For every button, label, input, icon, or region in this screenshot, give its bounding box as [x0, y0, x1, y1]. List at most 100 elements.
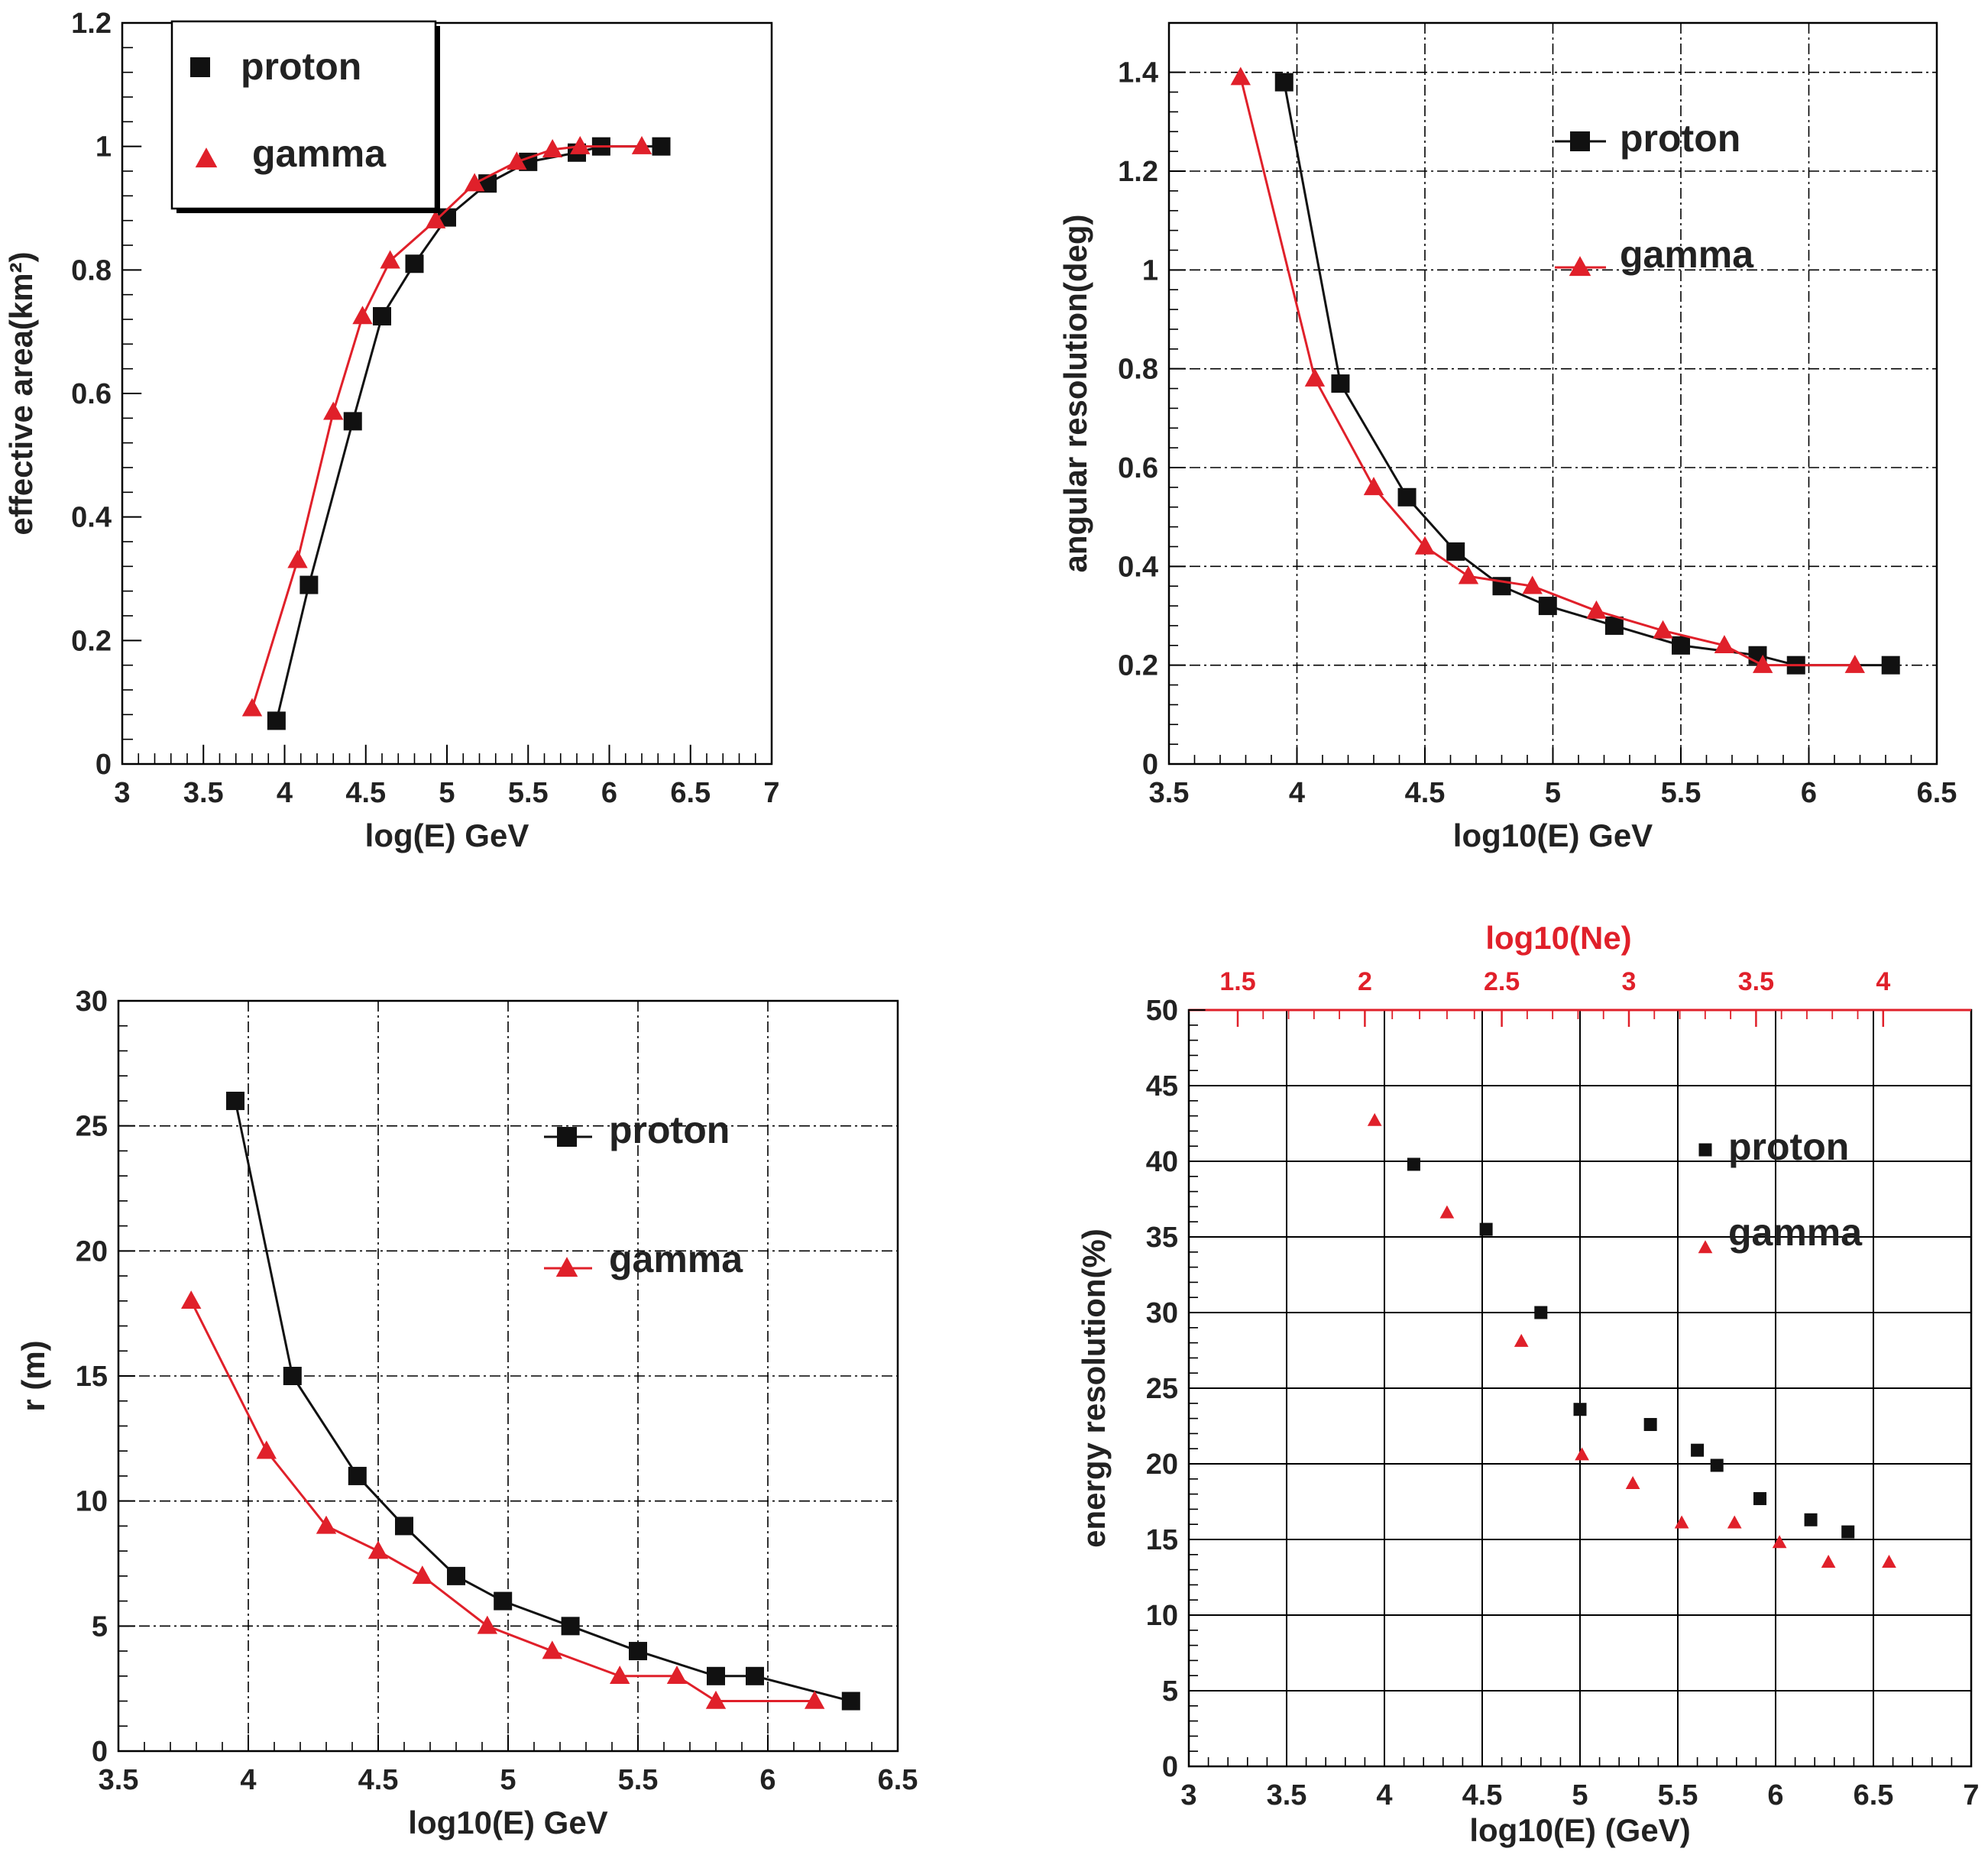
x-tick-label: 5.5	[1658, 1779, 1698, 1811]
legend-marker-gamma	[1698, 1240, 1713, 1254]
data-point-gamma	[1439, 1205, 1455, 1219]
x-tick-label: 6	[1767, 1779, 1783, 1811]
y-tick-label: 20	[76, 1235, 108, 1267]
x-tick-label: 7	[1963, 1779, 1979, 1811]
y-tick-label: 5	[92, 1611, 108, 1643]
legend-marker-proton	[1570, 131, 1590, 151]
x-axis-title: log10(E) GeV	[408, 1805, 607, 1840]
legend-label-gamma: gamma	[609, 1238, 743, 1280]
y-tick-label: 45	[1146, 1070, 1178, 1102]
data-point-proton	[348, 1466, 367, 1485]
legend-label-gamma: gamma	[1728, 1211, 1863, 1254]
data-point-proton	[267, 711, 286, 730]
data-point-proton	[1804, 1513, 1818, 1526]
legend-label-gamma: gamma	[1620, 233, 1754, 276]
data-point-gamma	[1714, 635, 1735, 654]
x-tick-label: 4.5	[358, 1764, 399, 1796]
x-axis-title: log10(E) GeV	[1453, 817, 1653, 853]
x-tick-label: 6	[759, 1764, 775, 1796]
x-tick-label: 3	[1180, 1779, 1196, 1811]
legend: proton gamma	[1698, 1125, 1863, 1254]
data-point-proton	[1397, 487, 1417, 507]
data-point-gamma	[256, 1440, 277, 1459]
x-tick-label: 7	[763, 777, 779, 809]
top-tick-label: 4	[1876, 967, 1890, 996]
data-point-proton	[1881, 656, 1900, 675]
legend: proton gamma	[544, 1109, 743, 1280]
y-axis-title: r (m)	[15, 1340, 51, 1411]
x-tick-label: 5.5	[618, 1764, 659, 1796]
data-point-gamma	[610, 1666, 630, 1685]
data-point-proton	[343, 412, 362, 431]
data-point-gamma	[1304, 367, 1326, 387]
data-point-gamma	[705, 1690, 727, 1709]
y-tick-label: 10	[76, 1486, 108, 1518]
y-tick-label: 35	[1146, 1222, 1178, 1254]
data-point-gamma	[1414, 536, 1436, 555]
top-tick-label: 1.5	[1219, 967, 1255, 996]
data-point-proton	[1479, 1222, 1493, 1236]
data-point-gamma	[1821, 1555, 1836, 1568]
x-tick-label: 4	[1376, 1779, 1392, 1811]
data-point-gamma	[1458, 565, 1479, 584]
data-point-proton	[1672, 636, 1690, 655]
x-tick-label: 4	[240, 1764, 256, 1796]
data-point-gamma	[1522, 575, 1543, 594]
y-tick-label: 25	[1146, 1373, 1178, 1405]
y-tick-label: 0	[1142, 749, 1158, 781]
panel-core-resolution: 3.5 4 4.5 5 5.5 6 6.5 0 5 10 15 20 25 30 log10(E) GeV r…	[15, 986, 918, 1840]
legend-marker-proton	[1698, 1143, 1712, 1157]
data-point-proton	[283, 1367, 302, 1385]
data-point-proton	[561, 1617, 580, 1636]
data-point-proton	[405, 254, 424, 274]
x-tick-label: 6.5	[1917, 777, 1957, 809]
y-axis-title: effective area(km²)	[3, 251, 39, 535]
y-tick-label: 0.8	[71, 254, 112, 287]
data-point-gamma	[507, 151, 527, 170]
x-tick-label: 6.5	[1854, 1779, 1894, 1811]
data-point-proton	[746, 1666, 764, 1685]
y-tick-label: 5	[1162, 1675, 1178, 1708]
data-point-proton	[1331, 374, 1350, 393]
data-point-gamma	[1882, 1555, 1896, 1568]
y-tick-label: 0.6	[71, 378, 112, 410]
x-tick-label: 5.5	[508, 777, 549, 809]
x-tick-label: 4.5	[1405, 777, 1446, 809]
data-point-proton	[299, 575, 319, 594]
y-tick-label: 10	[1146, 1600, 1178, 1632]
x-tick-label: 5	[1545, 777, 1561, 809]
data-point-gamma	[805, 1690, 825, 1709]
y-tick-label: 0	[96, 749, 112, 781]
x-axis-title: log10(E) (GeV)	[1469, 1812, 1690, 1848]
data-point-proton	[652, 137, 671, 156]
y-tick-label: 15	[1146, 1524, 1178, 1556]
data-point-gamma	[352, 306, 373, 325]
series-line-proton	[275, 145, 662, 721]
data-point-proton	[494, 1591, 513, 1611]
data-point-gamma	[1586, 600, 1607, 619]
data-point-proton	[1643, 1418, 1657, 1432]
data-point-gamma	[323, 401, 344, 420]
y-axis-title: angular resolution(deg)	[1057, 214, 1093, 572]
y-tick-label: 15	[76, 1361, 108, 1393]
data-point-gamma	[1653, 620, 1673, 639]
data-point-proton	[447, 1566, 465, 1585]
x-tick-label: 6	[1801, 777, 1817, 809]
x-tick-label: 3.5	[1149, 777, 1190, 809]
top-tick-label: 2	[1358, 967, 1372, 996]
legend-label-proton: proton	[609, 1109, 730, 1151]
data-point-gamma	[1367, 1112, 1382, 1126]
y-tick-label: 0.8	[1118, 354, 1158, 386]
data-point-gamma	[570, 135, 591, 154]
y-tick-label: 40	[1146, 1146, 1178, 1178]
x-tick-label: 5.5	[1661, 777, 1701, 809]
x-tick-label: 4	[1289, 777, 1305, 809]
data-point-gamma	[412, 1565, 432, 1585]
data-point-gamma	[241, 698, 263, 717]
x-axis-title: log(E) GeV	[365, 817, 529, 853]
panel-angular-resolution: 3.5 4 4.5 5 5.5 6 6.5 0 0.2 0.4 0.6 0.8 1 1.2 1.4 log10…	[1057, 21, 1957, 853]
series-line-gamma	[251, 145, 642, 709]
y-tick-label: 1.2	[71, 8, 112, 40]
data-point-gamma	[1625, 1476, 1640, 1490]
